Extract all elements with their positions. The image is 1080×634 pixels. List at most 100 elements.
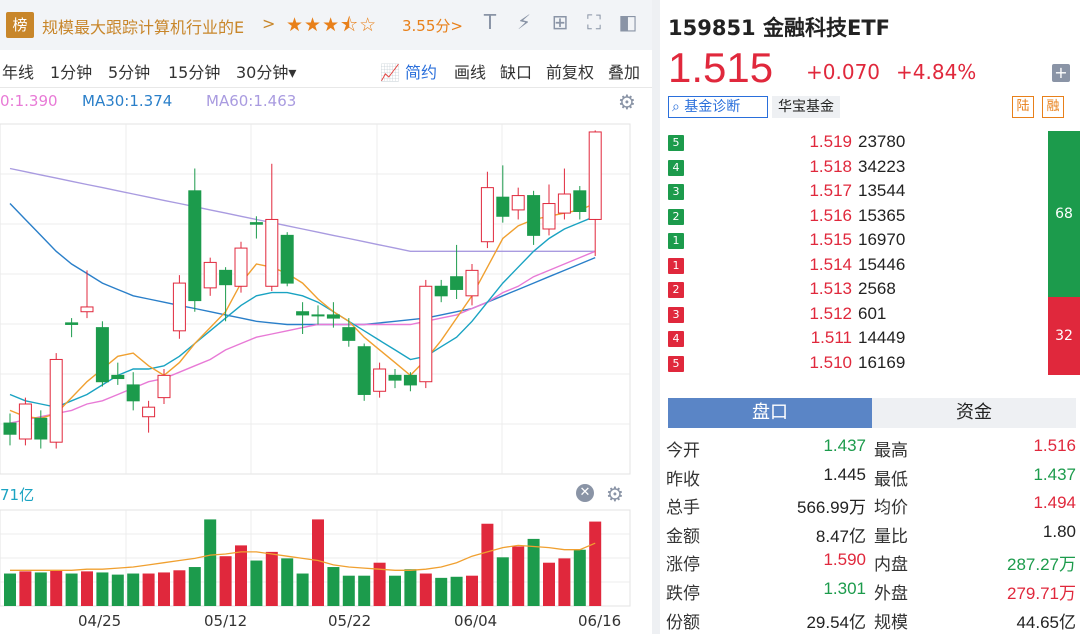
- candle-body: [172, 282, 186, 332]
- rank-badge: 榜: [6, 12, 34, 38]
- volume-bar: [34, 572, 47, 606]
- volume-bar: [527, 538, 540, 606]
- order-price: 1.517: [809, 181, 852, 200]
- stat-value: 44.65亿: [1016, 612, 1076, 632]
- x-tick: 05/12: [204, 612, 248, 630]
- volume-bar: [589, 521, 602, 606]
- add-icon[interactable]: ⊞: [551, 10, 569, 34]
- volume-bar: [19, 571, 32, 606]
- volume-bar: [281, 558, 294, 606]
- bid-row[interactable]: 5 1.510 16169: [668, 353, 1048, 377]
- ask-row[interactable]: 3 1.517 13544: [668, 181, 1048, 205]
- volume-bar: [235, 545, 247, 606]
- volume-bar: [219, 556, 232, 606]
- period-5min[interactable]: 5分钟: [108, 63, 151, 82]
- ask-row[interactable]: 5 1.519 23780: [668, 132, 1048, 156]
- ask-row[interactable]: 4 1.518 34223: [668, 157, 1048, 181]
- period-30min-dropdown[interactable]: 30分钟▾: [236, 63, 297, 82]
- volume-bar: [358, 575, 371, 606]
- ma20-legend: 0:1.390: [0, 92, 58, 110]
- chart-panel: 榜 规模最大跟踪计算机行业的E > ★★★⯪☆ 3.55分> T ⚡ ⊞ ⛶ ◧…: [0, 0, 652, 630]
- rank-link[interactable]: 规模最大跟踪计算机行业的E: [42, 18, 245, 37]
- candle-body: [80, 306, 94, 313]
- volume-bar: [419, 573, 432, 606]
- period-1min[interactable]: 1分钟: [50, 63, 93, 82]
- rank-arrow-icon[interactable]: >: [262, 14, 276, 33]
- level-badge: 3: [668, 306, 684, 323]
- fund-diagnose-button[interactable]: ⌕ 基金诊断: [668, 96, 768, 118]
- price-frame: [0, 123, 631, 475]
- level-badge: 1: [668, 233, 684, 249]
- volume-bar: [373, 562, 386, 606]
- order-volume: 14449: [858, 328, 906, 347]
- candle-body: [3, 422, 17, 435]
- tab-funds[interactable]: 资金: [872, 398, 1076, 428]
- draw-line-button[interactable]: 画线: [454, 63, 487, 82]
- kline-chart[interactable]: [0, 118, 652, 608]
- overlay-button[interactable]: 叠加: [608, 63, 641, 82]
- text-tool-icon[interactable]: T: [483, 10, 497, 34]
- simple-mode-label: 简约: [405, 63, 438, 82]
- close-icon[interactable]: ✕: [576, 484, 594, 502]
- volume-bar: [127, 573, 140, 606]
- stat-value: 29.54亿: [806, 612, 866, 632]
- flash-icon[interactable]: ⚡: [516, 10, 532, 34]
- volume-bar: [404, 569, 417, 606]
- level-badge: 5: [668, 355, 684, 372]
- tab-handicap[interactable]: 盘口: [668, 398, 872, 428]
- candle-body: [234, 247, 248, 287]
- simple-mode-button[interactable]: 📈 简约: [380, 59, 437, 83]
- bid-row[interactable]: 1 1.514 15446: [668, 255, 1048, 279]
- ask-depth-value: 68: [1055, 206, 1073, 222]
- bid-row[interactable]: 2 1.513 2568: [668, 279, 1048, 303]
- expand-icon[interactable]: ⛶: [587, 10, 601, 34]
- stat-value: 8.47亿: [815, 526, 866, 546]
- candle-body: [111, 374, 125, 380]
- candle-body: [588, 131, 602, 220]
- volume-bar: [558, 558, 571, 606]
- period-year[interactable]: 年线: [2, 63, 35, 82]
- volume-bar: [158, 572, 170, 606]
- bid-depth-bar: 32: [1048, 297, 1080, 375]
- stat-value: 1.516: [1033, 436, 1076, 455]
- candle-body: [388, 374, 402, 381]
- price-change-pct: +4.84%: [896, 60, 977, 84]
- stat-label: 内盘: [874, 555, 908, 576]
- panel-icon[interactable]: ◧: [618, 10, 638, 34]
- x-tick: 04/25: [78, 612, 122, 630]
- bid-row[interactable]: 4 1.511 14449: [668, 328, 1048, 352]
- order-volume: 601: [858, 303, 887, 323]
- order-price: 1.513: [809, 279, 852, 298]
- candle-body: [357, 346, 371, 395]
- quote-tabs: 盘口 资金: [668, 398, 1076, 428]
- volume-bar: [142, 573, 155, 606]
- volume-bar: [543, 562, 555, 606]
- add-watchlist-button[interactable]: +: [1052, 64, 1070, 82]
- level-badge: 4: [668, 331, 684, 347]
- gear-icon[interactable]: ⚙: [618, 90, 636, 114]
- rank-bar: 榜 规模最大跟踪计算机行业的E > ★★★⯪☆ 3.55分> T ⚡ ⊞ ⛶ ◧: [0, 0, 652, 50]
- bid-row[interactable]: 3 1.512 601: [668, 304, 1048, 328]
- rating-score-link[interactable]: 3.55分>: [402, 17, 463, 35]
- volume-header: 71亿 ✕ ⚙: [0, 480, 652, 508]
- candle-body: [126, 384, 140, 402]
- candle-body: [265, 218, 279, 287]
- ask-row[interactable]: 1 1.515 16970: [668, 230, 1048, 254]
- forward-adjust-button[interactable]: 前复权: [546, 63, 595, 82]
- gap-button[interactable]: 缺口: [500, 63, 533, 82]
- period-15min[interactable]: 15分钟: [168, 63, 221, 82]
- candle-body: [373, 368, 387, 392]
- volume-label: 71亿: [0, 486, 35, 504]
- fund-company[interactable]: 华宝基金: [772, 96, 840, 118]
- volume-bar: [466, 575, 478, 606]
- diagnose-icon: ⌕: [672, 99, 680, 115]
- candle-body: [95, 327, 109, 383]
- volume-bar: [435, 577, 448, 606]
- ask-row[interactable]: 2 1.516 15365: [668, 206, 1048, 230]
- volume-bar: [573, 549, 586, 606]
- rating-stars: ★★★⯪☆: [286, 14, 378, 36]
- volume-gear-icon[interactable]: ⚙: [606, 482, 624, 506]
- stat-label: 份额: [666, 612, 700, 633]
- stat-value: 1.80: [1042, 521, 1076, 541]
- candle-body: [527, 195, 541, 236]
